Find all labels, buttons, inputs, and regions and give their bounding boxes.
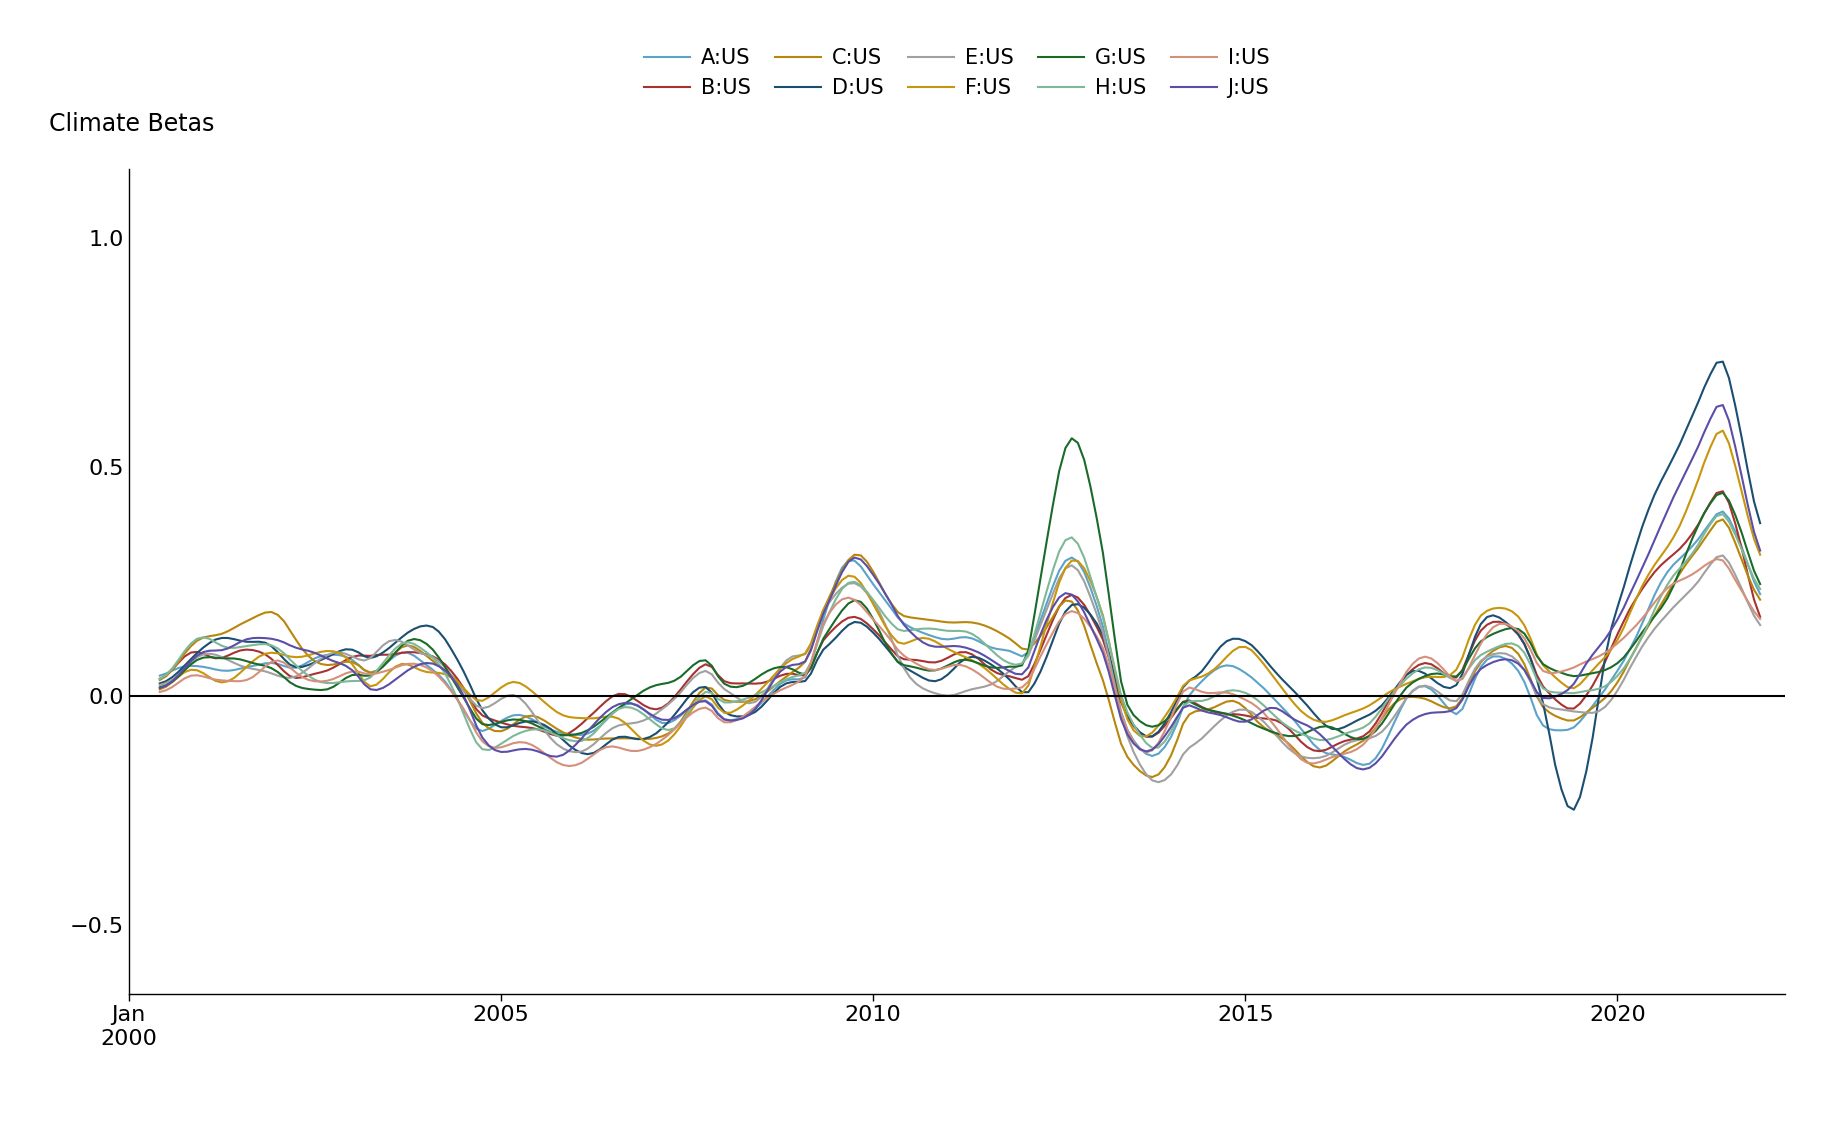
Line: B:US: B:US (160, 491, 1760, 751)
Line: C:US: C:US (160, 519, 1760, 777)
Line: I:US: I:US (160, 559, 1760, 767)
Line: D:US: D:US (160, 361, 1760, 809)
Line: J:US: J:US (160, 405, 1760, 770)
Line: H:US: H:US (160, 514, 1760, 750)
Line: E:US: E:US (160, 555, 1760, 782)
Legend: A:US, B:US, C:US, D:US, E:US, F:US, G:US, H:US, I:US, J:US: A:US, B:US, C:US, D:US, E:US, F:US, G:US… (636, 40, 1276, 107)
Text: Climate Betas: Climate Betas (50, 113, 215, 137)
Line: G:US: G:US (160, 438, 1760, 739)
Line: F:US: F:US (160, 430, 1760, 746)
Line: A:US: A:US (160, 511, 1760, 765)
